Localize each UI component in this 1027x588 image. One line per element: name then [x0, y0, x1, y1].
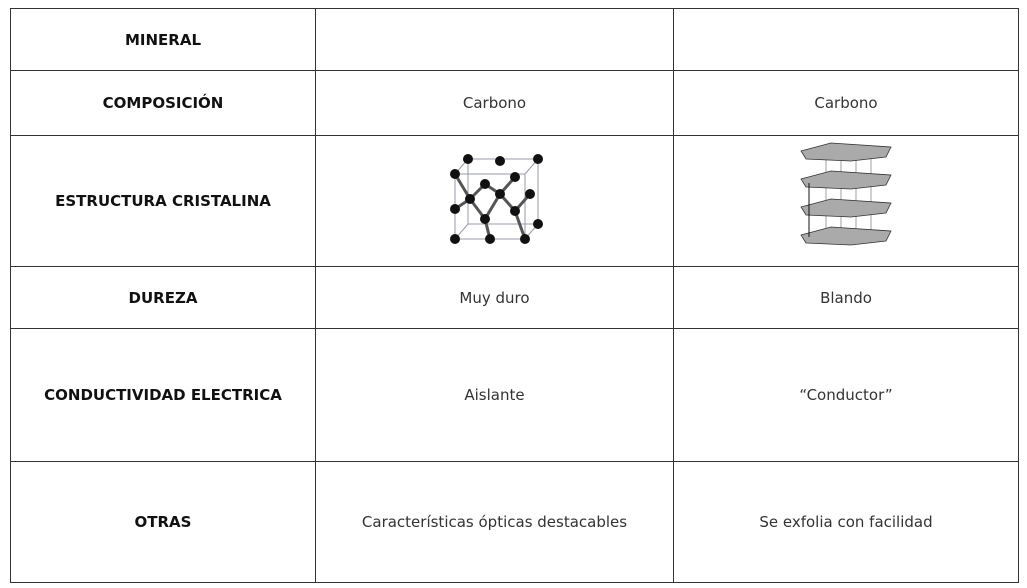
cell-text: COMPOSICIÓN: [102, 94, 224, 112]
cell-text: Blando: [820, 288, 872, 307]
table-row: CONDUCTIVIDAD ELECTRICA Aislante “Conduc…: [10, 328, 1019, 462]
cell: [673, 135, 1019, 267]
graphite-structure-image: [800, 142, 892, 246]
cell-text: MINERAL: [124, 30, 202, 49]
table-row: MINERAL: [10, 8, 1019, 71]
cell-text: CONDUCTIVIDAD ELECTRICA: [44, 386, 282, 404]
row-header: MINERAL: [10, 8, 316, 71]
cell-text: ESTRUCTURA CRISTALINA: [55, 192, 271, 210]
table-row: OTRAS Características ópticas destacable…: [10, 461, 1019, 583]
cell: [315, 8, 674, 71]
mineral-table: MINERAL COMPOSICIÓN Carbono Carbono ESTR…: [10, 8, 1019, 583]
row-header: COMPOSICIÓN: [10, 70, 316, 136]
row-header: CONDUCTIVIDAD ELECTRICA: [10, 328, 316, 462]
cell: [315, 135, 674, 267]
cell-text: “Conductor”: [799, 386, 893, 404]
row-header: OTRAS: [10, 461, 316, 583]
table-row: ESTRUCTURA CRISTALINA: [10, 135, 1019, 267]
cell-text: DUREZA: [128, 288, 198, 307]
cell: Características ópticas destacables: [315, 461, 674, 583]
cell: Carbono: [315, 70, 674, 136]
cell-text: OTRAS: [134, 513, 192, 531]
table-row: COMPOSICIÓN Carbono Carbono: [10, 70, 1019, 136]
table-row: DUREZA Muy duro Blando: [10, 266, 1019, 329]
cell: Aislante: [315, 328, 674, 462]
cell: Se exfolia con facilidad: [673, 461, 1019, 583]
cell-text: Carbono: [814, 94, 878, 112]
cell-text: Carbono: [462, 94, 527, 112]
diamond-structure-image: [449, 154, 543, 244]
cell: Muy duro: [315, 266, 674, 329]
cell-text: Se exfolia con facilidad: [759, 513, 933, 531]
cell: Carbono: [673, 70, 1019, 136]
cell: Blando: [673, 266, 1019, 329]
cell-text: Características ópticas destacables: [361, 513, 628, 531]
cell: “Conductor”: [673, 328, 1019, 462]
row-header: ESTRUCTURA CRISTALINA: [10, 135, 316, 267]
cell-text: Muy duro: [459, 288, 530, 307]
row-header: DUREZA: [10, 266, 316, 329]
cell: [673, 8, 1019, 71]
cell-text: Aislante: [464, 386, 525, 404]
